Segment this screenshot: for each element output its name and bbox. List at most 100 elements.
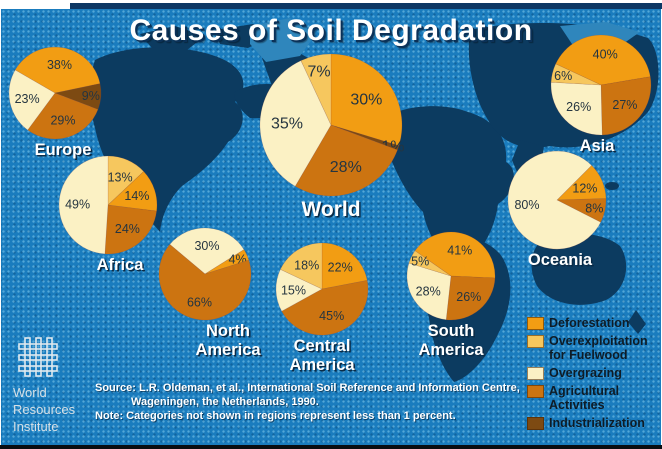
- source-line-1: Source: L.R. Oldeman, et al., Internatio…: [95, 382, 520, 394]
- pie-percent-label: 9%: [82, 89, 100, 103]
- region-label-south-america: America: [418, 341, 484, 359]
- pie-slice-asia-fuelwood: [550, 63, 602, 86]
- pie-percent-label: 5%: [411, 254, 429, 268]
- pie-percent-label: 40%: [593, 48, 618, 62]
- region-label-shadow: America: [420, 343, 486, 361]
- pie-percent-label: 6%: [554, 69, 572, 83]
- region-label-shadow: America: [197, 343, 263, 361]
- pie-percent-label: 30%: [194, 239, 219, 253]
- legend-label-industrialization: Industrialization: [549, 416, 645, 430]
- region-label-shadow: Central: [295, 339, 352, 357]
- pie-slice-north-america-agriculture: [158, 243, 252, 321]
- pie-slice-africa-fuelwood: [107, 155, 145, 206]
- pie-percent-label: 38%: [47, 58, 72, 72]
- landmass-australia: [531, 233, 627, 305]
- pie-slice-central-america-overgrazing: [275, 269, 323, 312]
- footnotes: Source: L.R. Oldeman, et al., Internatio…: [95, 381, 520, 423]
- pie-slice-south-america-deforestation: [414, 231, 496, 279]
- pie-slice-europe-agriculture: [27, 92, 99, 140]
- pie-percent-label: 26%: [456, 290, 481, 304]
- pie-slice-north-america-overgrazing: [169, 227, 245, 275]
- region-label-asia: Asia: [580, 137, 616, 155]
- pie-slice-europe-deforestation: [14, 46, 101, 94]
- pie-slice-asia-agriculture: [600, 76, 652, 136]
- pie-percent-label: 22%: [328, 260, 353, 274]
- region-label-shadow: World: [303, 200, 362, 223]
- pie-percent-label: 26%: [566, 100, 591, 114]
- map-panel: 30% 1% 28% 35% 7% World World 38% 9% 29% 23% Europe…: [1, 9, 661, 445]
- pie-slice-world-fuelwood: [300, 53, 332, 126]
- pie-percent-label: 45%: [319, 309, 344, 323]
- landmass-greenland: [250, 18, 316, 62]
- region-label-north-america: North: [206, 322, 250, 340]
- wri-logo-block: World Resources Institute: [13, 334, 75, 435]
- region-label-shadow: South: [429, 324, 476, 342]
- region-label-shadow: America: [291, 358, 357, 376]
- pie-slice-south-america-fuelwood: [408, 250, 452, 277]
- wri-line-world: World: [13, 385, 47, 400]
- region-label-shadow: North: [208, 324, 252, 342]
- top-border-line: [70, 3, 662, 9]
- legend-swatch-industrialization: [527, 417, 544, 430]
- pie-percent-label: 13%: [108, 171, 133, 185]
- landmass-new-zealand: [628, 310, 646, 334]
- pie-percent-label: 80%: [514, 198, 539, 212]
- legend-swatch-agriculture: [527, 385, 544, 398]
- legend-swatch-fuelwood: [527, 335, 544, 348]
- landmass-island-3: [605, 182, 619, 190]
- legend-swatch-deforestation: [527, 317, 544, 330]
- pie-slice-africa-overgrazing: [58, 155, 109, 255]
- region-label-europe: Europe: [35, 141, 92, 159]
- source-line-2: Wageningen, the Netherlands, 1990.: [131, 396, 319, 408]
- legend-item-deforestation: Deforestation: [527, 316, 657, 330]
- legend-label-deforestation: Deforestation: [549, 316, 630, 330]
- region-label-world: World: [301, 198, 360, 221]
- pie-slice-europe-industrialization: [53, 83, 102, 110]
- region-label-central-america: Central: [294, 337, 351, 355]
- note-line: Note: Categories not shown in regions re…: [95, 410, 456, 422]
- legend-item-fuelwood: Overexploitation for Fuelwood: [527, 334, 657, 362]
- pie-slice-oceania-overgrazing: [507, 150, 602, 250]
- region-label-africa: Africa: [97, 256, 145, 274]
- pie-slice-africa-deforestation: [107, 171, 158, 212]
- pie-slice-africa-agriculture: [104, 204, 157, 255]
- landmass-africa: [380, 106, 514, 268]
- pie-slice-central-america-fuelwood: [280, 242, 323, 290]
- pie-slice-world-industrialization: [330, 124, 400, 151]
- legend-swatch-overgrazing: [527, 367, 544, 380]
- pie-percent-label: 28%: [416, 284, 441, 298]
- pie-slice-central-america-deforestation: [321, 242, 368, 290]
- region-label-south-america: South: [428, 322, 475, 340]
- region-label-shadow: Oceania: [529, 253, 594, 271]
- pie-percent-label: 29%: [50, 114, 75, 128]
- legend-item-industrialization: Industrialization: [527, 416, 657, 430]
- pie-percent-label: 24%: [115, 222, 140, 236]
- pie-percent-label: 8%: [585, 202, 603, 216]
- pie-percent-label: 12%: [572, 181, 597, 195]
- pie-charts-layer: 30%1%28%35%7%WorldWorld38%9%29%23%Europe…: [8, 34, 652, 376]
- pie-slice-world-deforestation: [330, 53, 403, 147]
- region-label-shadow: Europe: [36, 143, 93, 161]
- region-label-oceania: Oceania: [528, 251, 593, 269]
- pie-percent-label: 14%: [124, 189, 149, 203]
- wri-line-institute: Institute: [13, 419, 59, 435]
- pie-percent-label: 30%: [350, 91, 382, 108]
- pie-slice-europe-overgrazing: [8, 69, 56, 131]
- pie-percent-label: 15%: [281, 283, 306, 297]
- wri-knot-icon: [18, 337, 58, 377]
- pie-percent-label: 35%: [271, 116, 303, 133]
- legend-item-agriculture: Agricultural Activities: [527, 384, 657, 412]
- pie-slice-oceania-deforestation: [556, 164, 607, 201]
- pie-slice-asia-deforestation: [555, 34, 651, 86]
- wri-line-resources: Resources: [13, 402, 76, 418]
- pie-slice-south-america-agriculture: [445, 275, 496, 321]
- legend-label-fuelwood: Overexploitation for Fuelwood: [549, 334, 648, 362]
- pie-percent-label: 27%: [612, 98, 637, 112]
- region-label-central-america: America: [289, 356, 355, 374]
